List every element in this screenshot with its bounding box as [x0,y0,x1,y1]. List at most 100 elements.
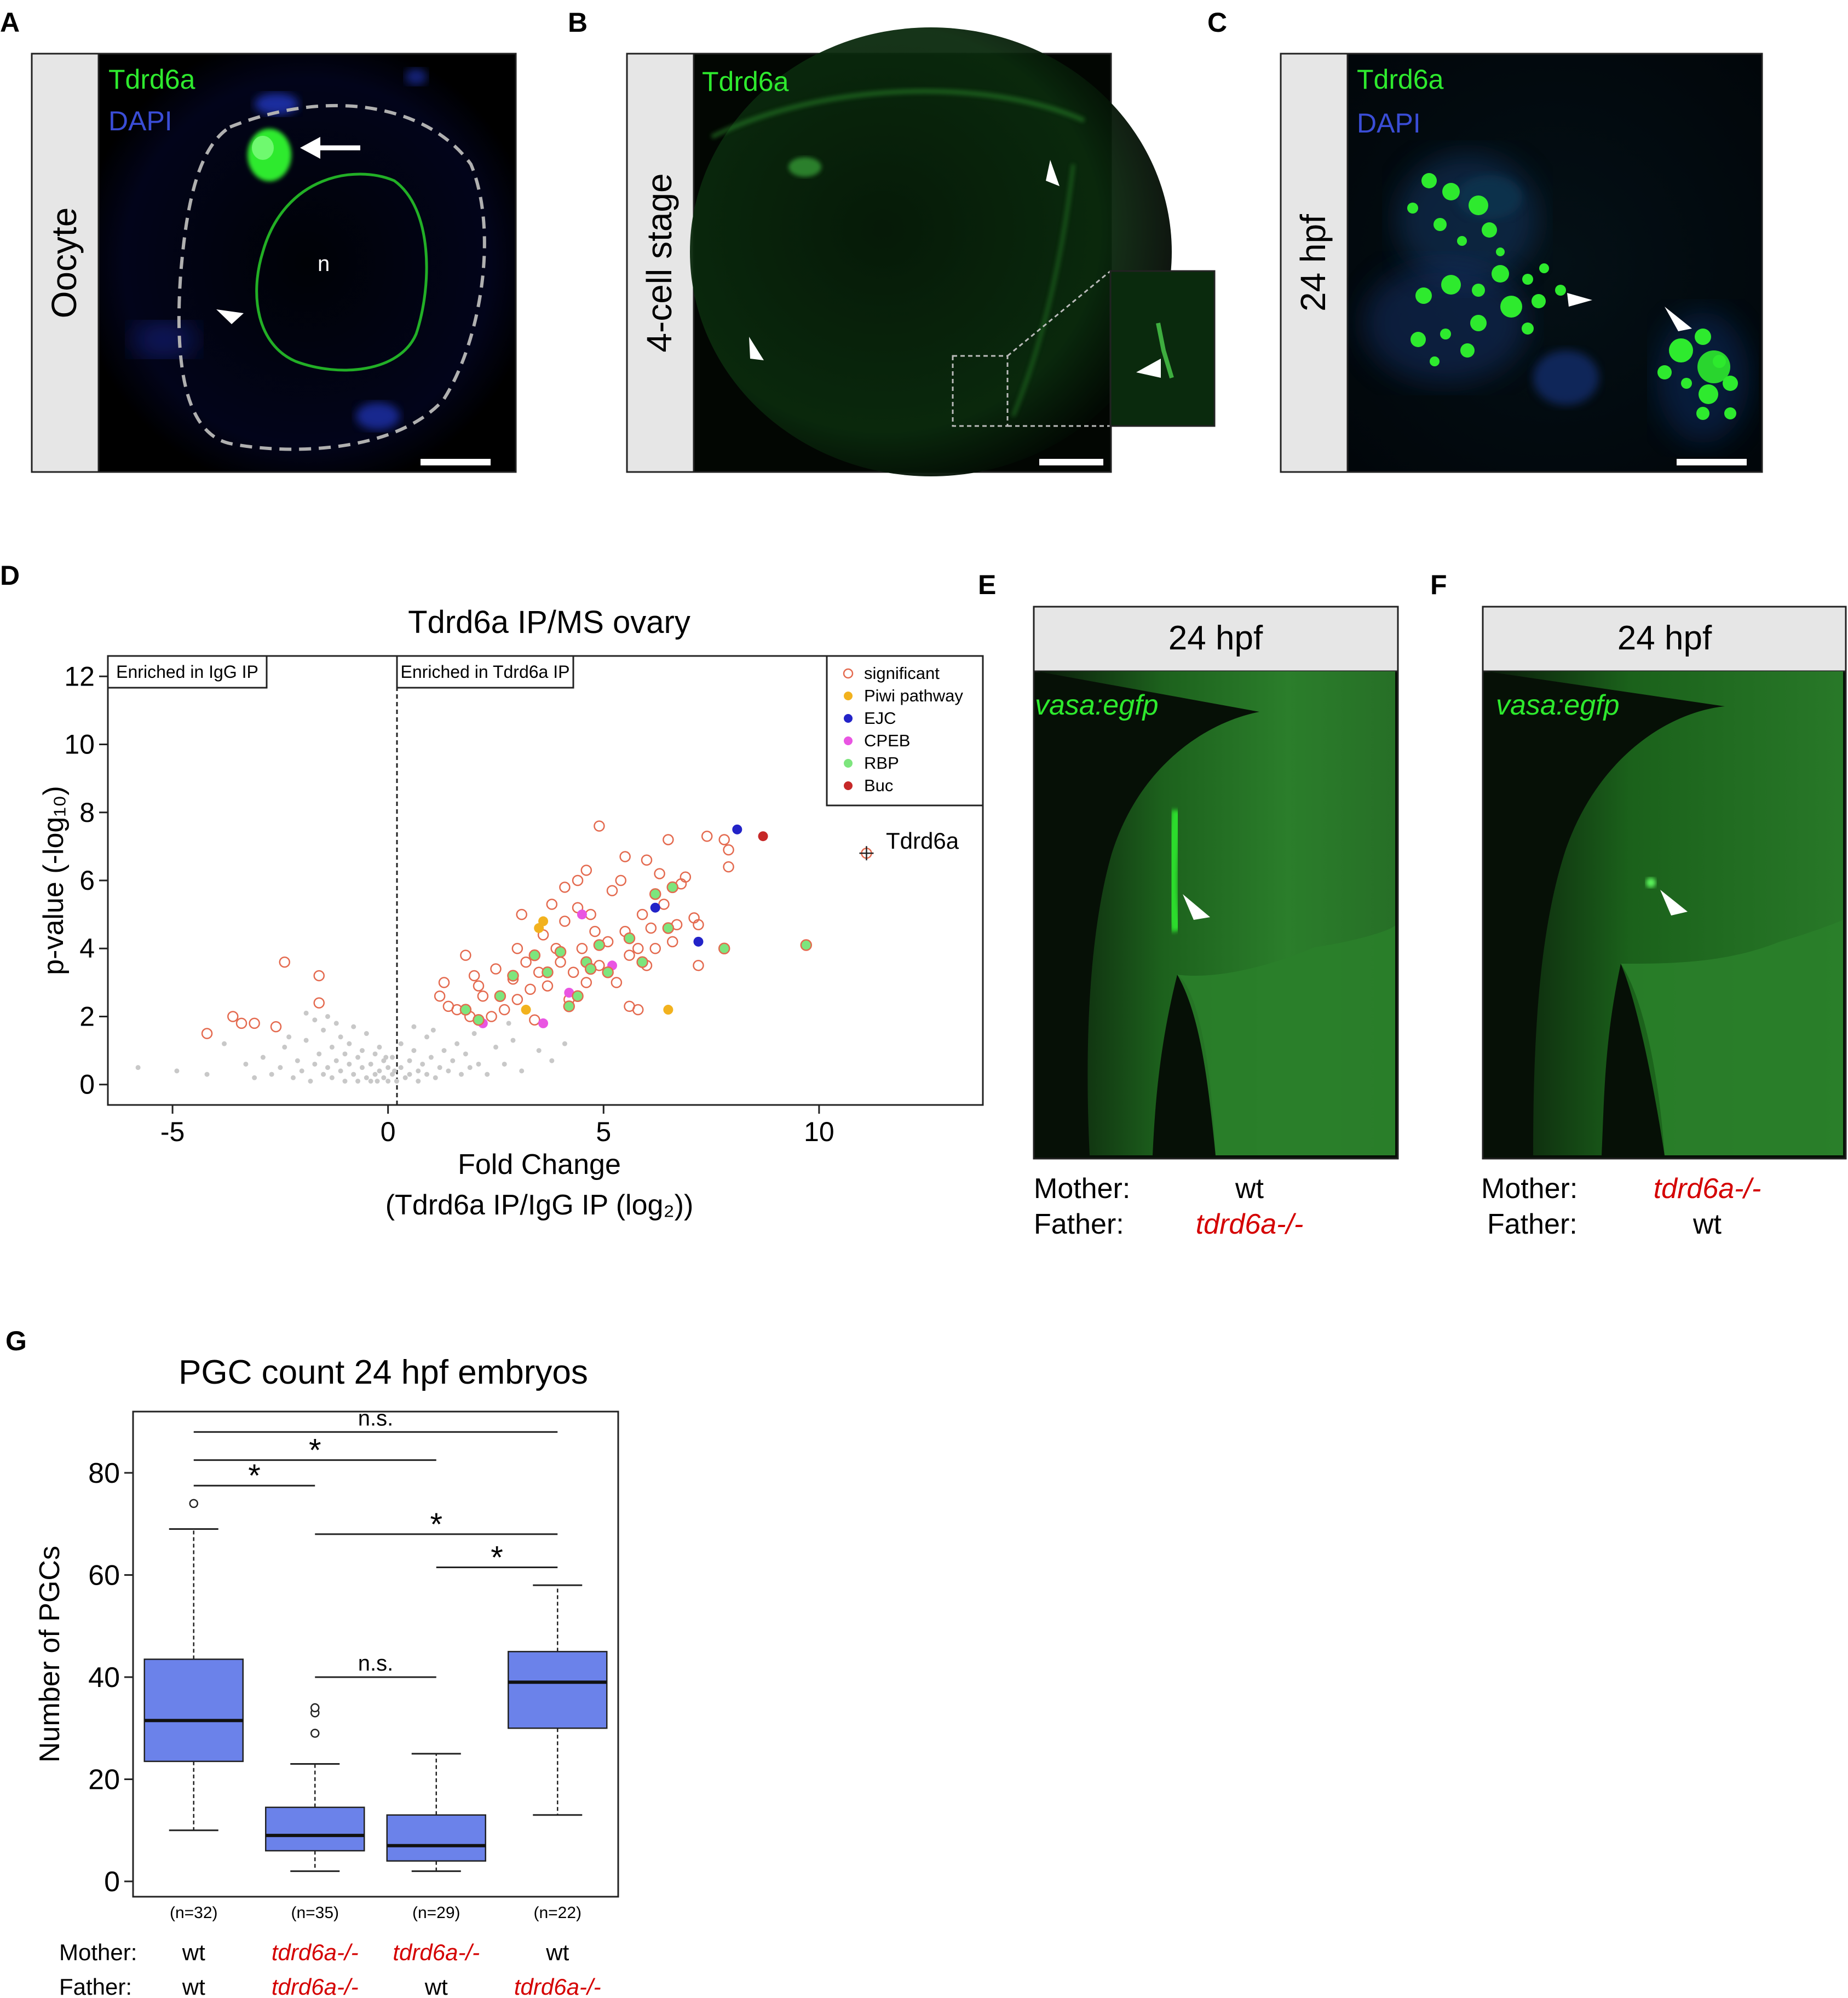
legend-marker [844,759,853,768]
volcano-point [662,922,675,934]
volcano-point [649,942,661,954]
region-right-label: Enriched in Tdrd6a IP [401,662,570,682]
volcano-point [494,990,506,1002]
scale-bar-a [421,459,491,465]
volcano-point [559,915,571,927]
volcano-point [525,983,536,995]
volcano-point [460,949,471,961]
volcano-point [282,1044,287,1050]
volcano-point [398,1065,404,1070]
volcano-x-tick-label: -5 [160,1116,185,1147]
box-outlier [189,1499,198,1508]
box-iqr [265,1806,365,1852]
volcano-point [454,1041,460,1046]
volcano-point [511,994,523,1005]
volcano-point [446,1068,451,1074]
scale-bar-c [1677,459,1747,465]
legend-marker [844,781,853,790]
volcano-point [493,1044,498,1050]
volcano-point [485,1072,490,1077]
panel-f-father-label: Father: [1487,1208,1578,1240]
volcano-point [338,1034,343,1040]
volcano-point [549,1058,555,1063]
volcano-point [529,1014,540,1026]
boxplot-ylabel: Number of PGCs [34,1546,66,1763]
legend-label: Piwi pathway [864,686,963,705]
panel-f-reporter: vasa:egfp [1496,689,1620,721]
volcano-x-tick-label: 5 [596,1116,611,1147]
significance-label: * [430,1507,442,1542]
volcano-x-axis: -5 0 5 10 [160,1105,834,1147]
row-label-mother: Mother: [59,1939,137,1965]
panel-a-letter: A [0,7,20,38]
panel-b-letter: B [568,7,588,38]
significance-brackets: n.s. * * * * n.s. [193,1406,558,1678]
volcano-point [174,1068,180,1074]
volcano-point [459,1004,472,1016]
legend-label: CPEB [864,731,910,750]
oocyte-outline [177,103,486,451]
panel-b-side-label: 4-cell stage [640,173,679,352]
volcano-point [438,977,450,988]
volcano-point [385,1065,391,1070]
volcano-point [383,1055,389,1060]
volcano-point [420,1061,425,1067]
volcano-point [325,1065,330,1070]
volcano-point [368,1079,373,1084]
volcano-point [424,1034,430,1040]
volcano-point [576,942,588,954]
arrowhead-b2 [749,337,764,360]
panel-e-header: 24 hpf [1168,619,1263,657]
volcano-point [338,1068,343,1074]
panel-c-stain-dapi: DAPI [1357,108,1421,139]
legend-label: significant [864,664,940,683]
volcano-point [450,1058,456,1063]
volcano-point [424,1072,430,1077]
panel-d-letter: D [0,560,20,591]
group-father-genotype: tdrd6a-/- [272,1974,359,1998]
volcano-point [584,963,597,975]
volcano-point [594,820,605,832]
volcano-point [580,977,592,988]
volcano-point [286,1034,292,1040]
volcano-point [636,956,648,968]
box-outlier [310,1703,320,1713]
volcano-x-tick-label: 0 [381,1116,396,1147]
volcano-point [546,899,558,910]
legend-label: RBP [864,753,899,773]
volcano-ylabel: p-value (-log₁₀) [38,786,70,975]
volcano-point [372,1072,378,1077]
volcano-point [602,966,614,978]
volcano-point [411,1024,417,1029]
panel-a-stain-dapi: DAPI [108,106,172,136]
nucleus-label: n [318,252,330,276]
inset-box [952,355,1009,427]
volcano-point [636,908,648,920]
group-mother-genotype: tdrd6a-/- [393,1939,480,1965]
volcano-point [201,1028,213,1039]
box-outlier [310,1729,320,1738]
volcano-y-tick-label: 10 [64,729,95,760]
volcano-point [377,1044,382,1050]
volcano-point [528,949,541,961]
volcano-point [723,861,734,873]
volcano-point [329,1044,335,1050]
volcano-point [325,1014,330,1019]
volcano-y-axis: 0 2 4 6 8 10 12 [64,661,108,1100]
volcano-y-tick-label: 12 [64,661,95,692]
volcano-point [521,1005,531,1015]
volcano-point [680,871,692,883]
volcano-point [519,1068,525,1074]
volcano-point [359,1048,365,1053]
volcano-title: Tdrd6a IP/MS ovary [408,604,690,640]
volcano-point [252,1075,257,1080]
volcano-point [606,885,618,896]
volcano-point [135,1065,141,1070]
volcano-point [693,960,704,971]
row-label-father: Father: [59,1974,132,1998]
volcano-point [693,919,704,931]
volcano-point [313,970,325,982]
volcano-point [641,854,653,866]
volcano-point [347,1061,352,1067]
